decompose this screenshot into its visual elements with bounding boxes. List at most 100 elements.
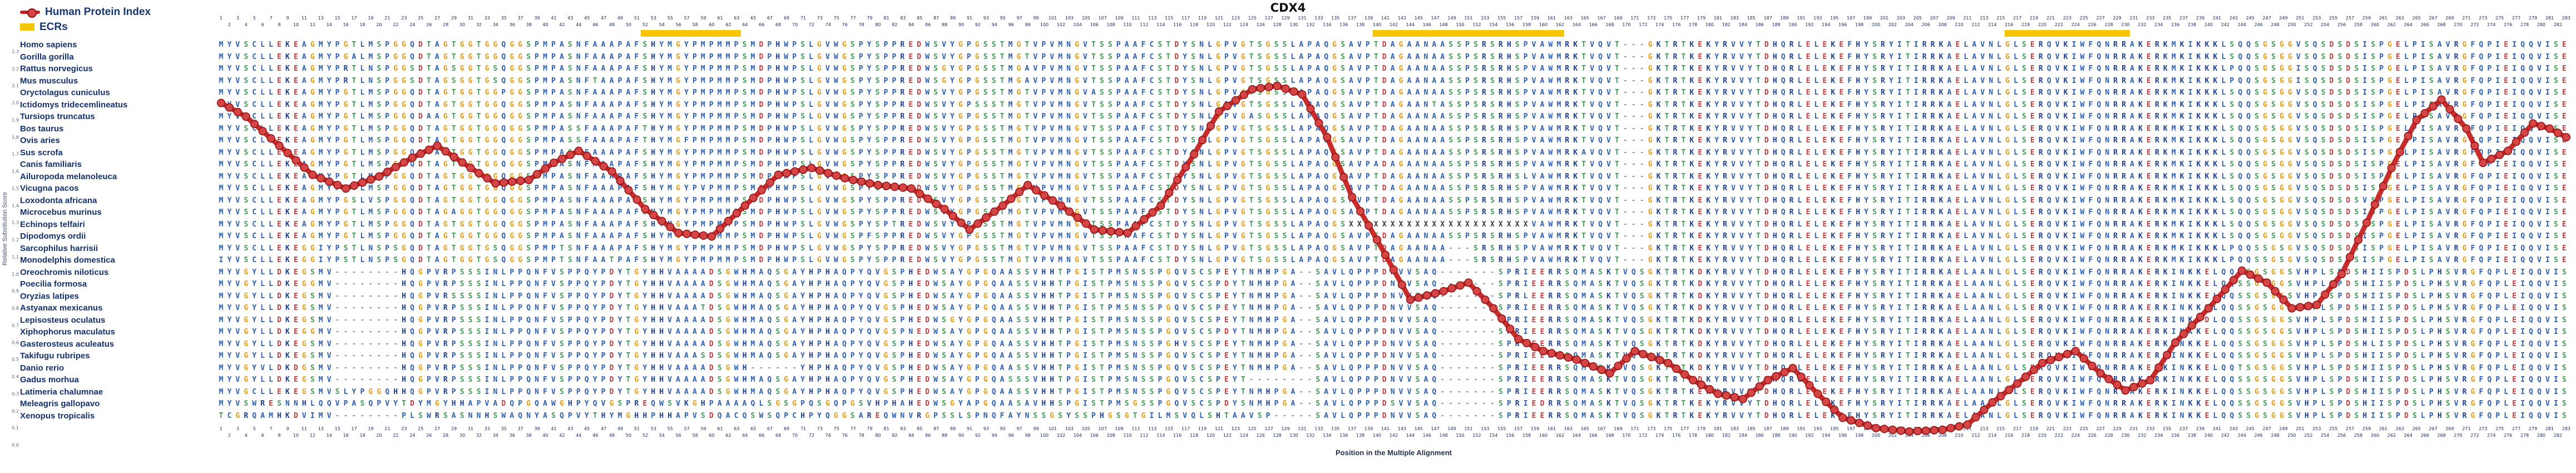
top-ruler-number: 26 <box>426 22 432 27</box>
residue: L <box>260 160 265 169</box>
bottom-ruler-number: 125 <box>1248 426 1257 431</box>
residue: T <box>1664 148 1669 157</box>
residue: W <box>925 100 930 109</box>
residue: Y <box>1748 148 1752 157</box>
residue: R <box>2122 124 2127 133</box>
residue: L <box>260 76 265 85</box>
residue: E <box>293 100 298 109</box>
residue: L <box>1797 124 1802 133</box>
residue: V <box>2055 65 2060 73</box>
residue: T <box>1756 76 1761 85</box>
residue: S <box>2229 184 2234 193</box>
residue: Q <box>2246 160 2251 169</box>
residue: P <box>767 172 772 181</box>
residue: T <box>1681 148 1686 157</box>
residue: G <box>510 160 515 169</box>
residue: P <box>767 88 772 97</box>
residue: T <box>1581 65 1586 73</box>
residue: R <box>2154 136 2159 145</box>
bottom-ruler-number: 31 <box>467 426 474 431</box>
residue: N <box>2105 41 2110 49</box>
residue: W <box>925 160 930 169</box>
residue: P <box>1465 100 1470 109</box>
residue: Q <box>2529 160 2533 169</box>
residue: T <box>1249 172 1254 181</box>
residue: Q <box>410 196 414 205</box>
residue: S <box>875 220 880 229</box>
residue: E <box>2396 76 2400 85</box>
residue: S <box>1257 100 1262 109</box>
residue: S <box>1158 220 1163 229</box>
residue: A <box>301 88 306 97</box>
residue: Q <box>2046 124 2051 133</box>
residue: S <box>1158 124 1163 133</box>
residue: T <box>1681 112 1686 121</box>
residue: H <box>775 65 780 73</box>
residue: Q <box>1781 88 1786 97</box>
residue: L <box>1208 160 1212 169</box>
residue: L <box>1964 52 1969 61</box>
residue: I <box>2420 76 2425 85</box>
residue: S <box>1099 148 1104 157</box>
residue: S <box>1191 76 1196 85</box>
bottom-ruler-number: 215 <box>1996 426 2005 431</box>
residue: F <box>584 160 589 169</box>
bottom-ruler-number: 234 <box>2154 433 2163 438</box>
top-ruler-number: 243 <box>2229 16 2238 21</box>
top-ruler-number: 131 <box>1298 16 1307 21</box>
residue: V <box>1050 196 1055 205</box>
residue: V <box>235 220 240 229</box>
residue: G <box>2005 112 2010 121</box>
residue: S <box>1274 124 1279 133</box>
residue: P <box>1523 100 1528 109</box>
residue: G <box>1216 220 1220 229</box>
residue: P <box>792 124 797 133</box>
residue: Q <box>2520 160 2525 169</box>
residue: N <box>2105 100 2110 109</box>
residue: A <box>1025 65 1030 73</box>
residue: Q <box>2312 136 2317 145</box>
residue: S <box>2354 184 2359 193</box>
residue: P <box>858 184 863 193</box>
residue: R <box>1482 124 1486 133</box>
residue: K <box>2196 124 2201 133</box>
residue: S <box>1191 100 1196 109</box>
residue: G <box>1265 148 1270 157</box>
line-swatch-dot-icon <box>27 8 37 18</box>
residue: S <box>493 65 498 73</box>
bottom-ruler-number: 77 <box>850 426 856 431</box>
residue: E <box>1822 100 1827 109</box>
residue: E <box>2030 100 2035 109</box>
residue: M <box>700 41 705 49</box>
residue: Y <box>1714 196 1719 205</box>
residue: E <box>2562 148 2567 157</box>
residue: F <box>2470 184 2475 193</box>
residue: P <box>892 100 897 109</box>
x-axis-label: Position in the Multiple Alignment <box>1336 449 1452 457</box>
top-ruler-number: 124 <box>1239 22 1248 27</box>
residue: G <box>310 76 315 85</box>
residue: G <box>1240 148 1245 157</box>
residue: M <box>668 124 672 133</box>
residue: A <box>1947 65 1952 73</box>
residue: E <box>2396 88 2400 97</box>
residue: L <box>260 172 265 181</box>
residue: I <box>2188 52 2193 61</box>
residue: R <box>1673 148 1678 157</box>
residue: S <box>1107 148 1113 157</box>
residue: A <box>434 136 439 145</box>
residue: M <box>543 41 547 49</box>
residue: Q <box>2479 148 2484 157</box>
residue: V <box>1590 148 1595 157</box>
residue: K <box>1573 208 1578 216</box>
residue: P <box>2412 208 2417 216</box>
residue: M <box>1556 148 1561 157</box>
residue: S <box>1490 112 1495 121</box>
bottom-ruler-number: 59 <box>700 426 706 431</box>
residue: H <box>651 148 656 157</box>
residue: S <box>1257 220 1262 229</box>
bottom-ruler-number: 159 <box>1530 426 1540 431</box>
residue: K <box>285 76 290 85</box>
residue: Q <box>1781 41 1786 49</box>
residue: D <box>1174 172 1179 181</box>
